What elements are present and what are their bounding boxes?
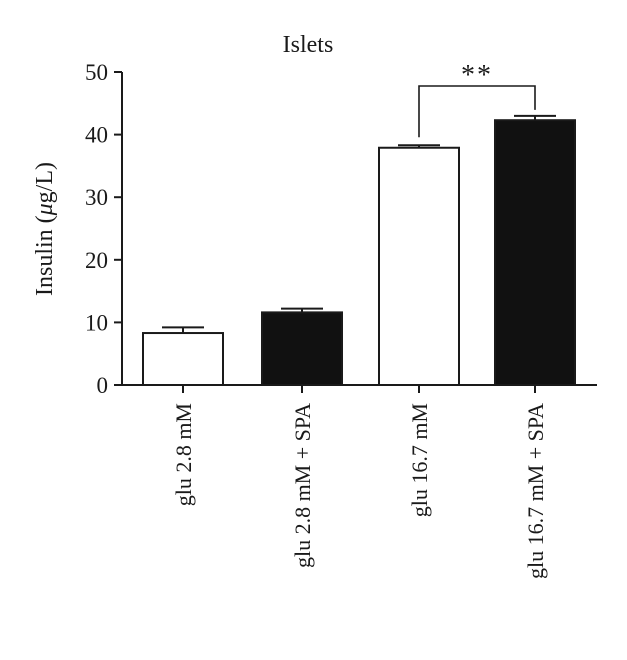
plot-area: 0 10 20 30 40 50 glu 2.8 mM glu 2.8 mM + SPA glu… xyxy=(85,60,597,579)
category-label: glu 2.8 mM + SPA xyxy=(290,403,315,568)
bar xyxy=(142,332,224,386)
y-tick-label: 10 xyxy=(85,310,108,335)
y-tick-label: 50 xyxy=(85,60,108,85)
bar xyxy=(378,146,460,386)
y-tick-label: 40 xyxy=(85,123,108,148)
chart-title: Islets xyxy=(283,32,334,58)
y-tick-label: 30 xyxy=(85,185,108,210)
category-label: glu 16.7 mM xyxy=(407,403,432,517)
category-label: glu 16.7 mM + SPA xyxy=(523,403,548,579)
category-label: glu 2.8 mM xyxy=(171,403,196,506)
y-tick-label: 20 xyxy=(85,248,108,273)
significance-label: ** xyxy=(461,60,493,91)
bar xyxy=(261,311,343,386)
y-tick-label: 0 xyxy=(97,373,109,398)
bar xyxy=(494,119,576,387)
y-axis-label: Insulin (μg/L) xyxy=(32,162,58,296)
significance-bracket xyxy=(418,85,536,138)
